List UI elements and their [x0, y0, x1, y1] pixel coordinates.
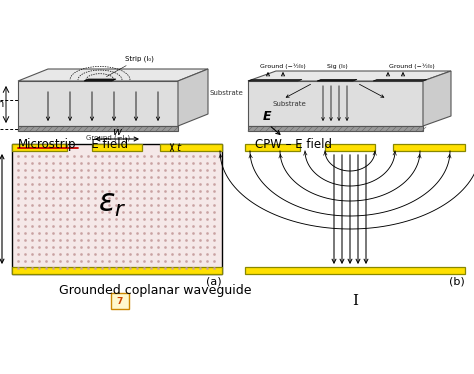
Polygon shape — [18, 126, 178, 131]
Text: Substrate: Substrate — [273, 101, 307, 107]
Text: Microstrip: Microstrip — [18, 138, 76, 151]
Text: Substrate: Substrate — [210, 90, 244, 96]
Polygon shape — [84, 79, 116, 81]
Text: w: w — [112, 127, 121, 137]
Bar — [12, 144, 67, 151]
Bar — [12, 267, 222, 274]
Text: I: I — [352, 294, 358, 308]
Polygon shape — [178, 69, 208, 126]
Text: Ground (−I₀): Ground (−I₀) — [86, 134, 130, 141]
Text: Ground (−½I₀): Ground (−½I₀) — [260, 64, 306, 69]
Text: Grounded coplanar waveguide: Grounded coplanar waveguide — [59, 284, 251, 297]
Bar — [245, 267, 465, 274]
Text: (b): (b) — [449, 277, 465, 287]
Bar — [92, 144, 142, 151]
Text: t: t — [176, 143, 180, 153]
Text: $\varepsilon_r$: $\varepsilon_r$ — [98, 190, 126, 218]
Text: Strip (I₀): Strip (I₀) — [107, 55, 154, 77]
Text: h: h — [0, 99, 3, 109]
Bar — [245, 144, 300, 151]
Polygon shape — [248, 80, 302, 81]
Polygon shape — [373, 80, 427, 81]
Text: – E field: – E field — [78, 138, 128, 151]
Polygon shape — [18, 69, 208, 81]
Polygon shape — [18, 81, 178, 126]
Polygon shape — [248, 81, 423, 126]
Text: CPW – E field: CPW – E field — [255, 138, 332, 151]
Polygon shape — [248, 71, 451, 81]
FancyBboxPatch shape — [111, 293, 129, 309]
Polygon shape — [317, 80, 357, 81]
Bar — [12, 144, 222, 274]
Polygon shape — [423, 71, 451, 126]
Text: Ground (−½I₀): Ground (−½I₀) — [389, 64, 435, 69]
Text: (a): (a) — [206, 277, 222, 287]
Bar — [325, 144, 375, 151]
Text: Sig (I₀): Sig (I₀) — [327, 64, 347, 69]
Bar — [160, 144, 222, 151]
Text: E: E — [263, 110, 272, 123]
Bar — [393, 144, 465, 151]
Bar — [248, 126, 423, 131]
Text: 7: 7 — [117, 297, 123, 306]
